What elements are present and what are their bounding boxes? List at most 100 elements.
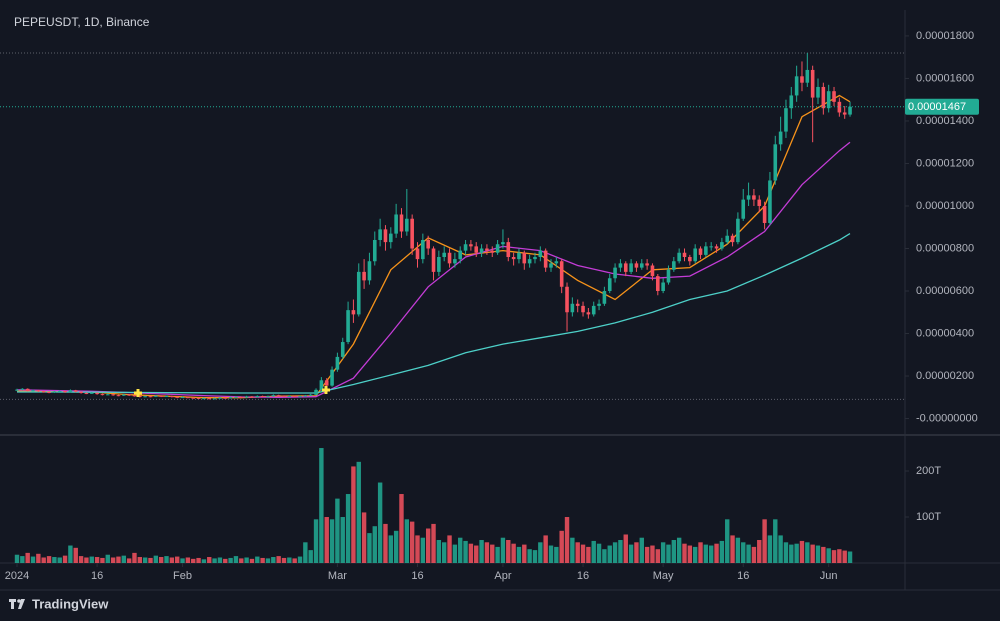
volume-bar (207, 557, 212, 563)
candle-body (244, 396, 249, 398)
volume-bar (773, 519, 778, 563)
candle-body (399, 214, 404, 232)
volume-bar (46, 556, 52, 563)
volume-bar (452, 544, 458, 563)
candle-body (650, 265, 655, 277)
y-tick-label: 0.00001600 (916, 72, 974, 84)
x-tick-label: Feb (173, 570, 192, 582)
volume-bar (372, 526, 377, 563)
candle-body (340, 342, 345, 357)
volume-bar (714, 543, 719, 563)
candle-body (330, 369, 334, 386)
candle-body (485, 248, 489, 251)
candle-body (501, 242, 505, 245)
candle-body (73, 390, 78, 392)
volume-bar (217, 557, 223, 563)
candle-body (741, 199, 746, 219)
candle-body (426, 239, 430, 249)
volume-bar (783, 542, 789, 563)
volume-bar (335, 498, 340, 563)
volume-bar (564, 517, 570, 563)
volume-bar (361, 512, 367, 563)
candle-body (607, 278, 612, 292)
candle-body (351, 310, 356, 315)
candle-body (559, 261, 564, 287)
volume-bar (570, 537, 575, 563)
candle-body (618, 263, 623, 268)
volume-bar (425, 528, 431, 563)
volume-bar (757, 540, 762, 563)
volume-bar (468, 543, 474, 563)
volume-bar (94, 557, 100, 563)
candle-body (276, 395, 281, 397)
volume-bar (271, 557, 276, 563)
candle-body (565, 286, 569, 313)
candle-body (367, 261, 372, 281)
candle-body (52, 391, 57, 393)
volume-bar (137, 557, 143, 563)
volume-bar (297, 556, 303, 563)
volume-bar (399, 494, 404, 563)
x-tick-label: 16 (411, 570, 423, 582)
volume-bar (826, 548, 831, 563)
volume-bar (180, 558, 185, 563)
volume-bar (847, 551, 853, 563)
volume-bar (388, 535, 393, 563)
candle-body (816, 86, 820, 98)
volume-bar (751, 546, 757, 563)
volume-bar (126, 558, 132, 563)
candle-body (143, 396, 147, 398)
volume-bar (228, 557, 233, 563)
volume-bar (623, 534, 628, 563)
candle-body (490, 250, 495, 253)
candle-body (704, 246, 708, 255)
candle-body (575, 303, 580, 306)
volume-bar (559, 530, 564, 563)
volume-bar (415, 535, 420, 563)
candle-body (255, 396, 260, 398)
candle-body (228, 397, 233, 399)
candle-body (602, 291, 607, 304)
candle-body (154, 395, 158, 397)
volume-bar (345, 494, 351, 563)
candle-body (538, 250, 543, 257)
volume-tick-label: 200T (916, 465, 941, 477)
candle-body (298, 396, 302, 398)
volume-bar (89, 556, 94, 563)
candle-body (762, 205, 767, 223)
candle-body (730, 235, 735, 243)
volume-bar (815, 545, 821, 563)
candle-body (63, 390, 67, 393)
candle-body (132, 395, 137, 397)
volume-bar (447, 535, 452, 563)
candle-body (68, 390, 73, 393)
volume-bar (340, 517, 345, 563)
candle-body (111, 394, 115, 396)
candle-body (180, 397, 185, 399)
volume-bar (580, 544, 586, 563)
volume-bar (191, 558, 196, 563)
x-tick-label: 16 (737, 570, 749, 582)
volume-bar (762, 519, 767, 563)
volume-pane (14, 448, 853, 563)
volume-bar (543, 535, 548, 563)
candle-body (303, 395, 308, 397)
candle-body (260, 396, 265, 398)
volume-bar (148, 557, 153, 563)
volume-bar (169, 557, 175, 563)
candle-body (645, 263, 649, 266)
candle-body (453, 259, 457, 264)
candle-body (698, 248, 703, 255)
candle-body (308, 394, 313, 396)
candle-body (138, 396, 142, 398)
volume-bar (666, 544, 671, 563)
candle-body (527, 259, 532, 264)
signal-marker (322, 386, 330, 394)
candle-body (522, 252, 527, 264)
volume-bar (431, 523, 436, 563)
volume-bar (741, 542, 746, 563)
volume-bar (351, 466, 356, 563)
volume-bar (709, 545, 714, 563)
volume-bar (20, 556, 25, 563)
